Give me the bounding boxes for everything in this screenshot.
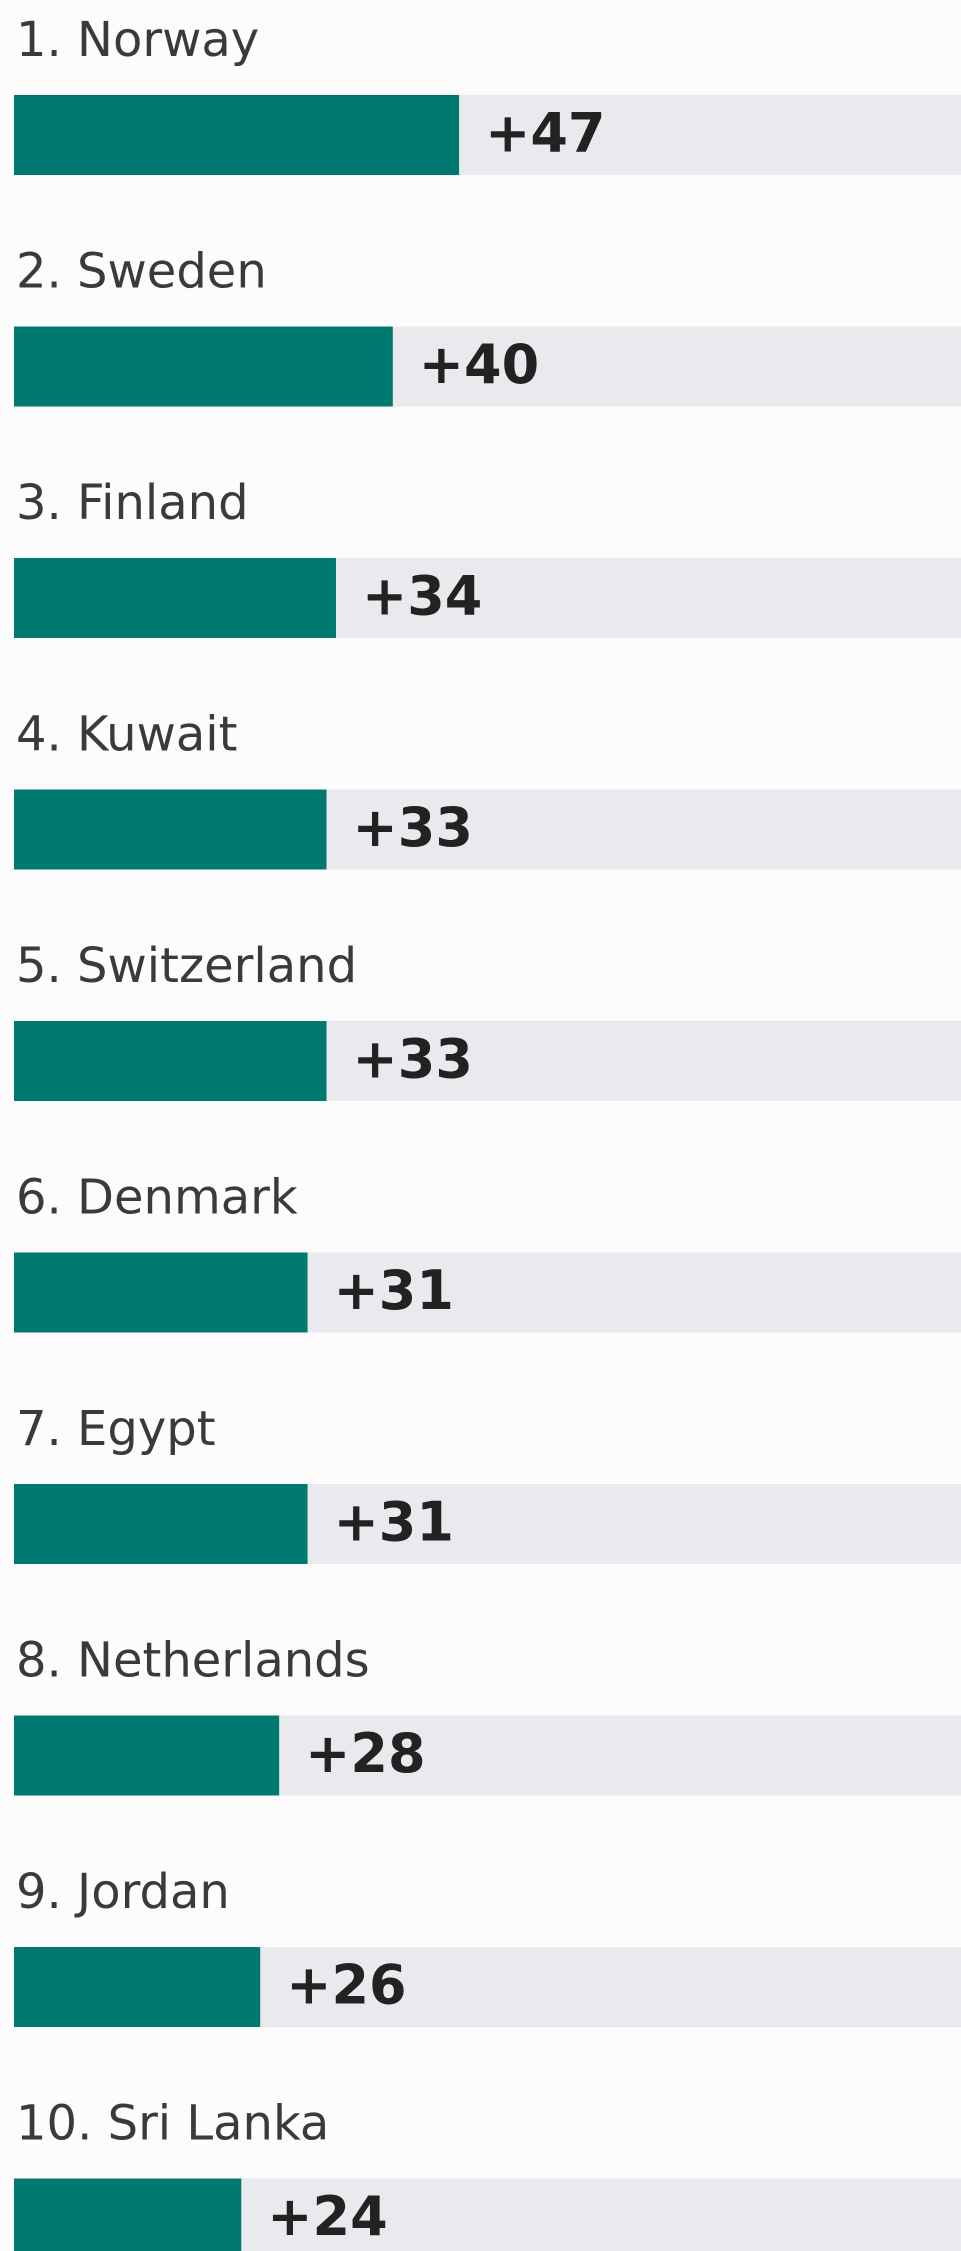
bar [14,1715,280,1796]
category-label: 7. Egypt [16,1401,216,1457]
category-label: 2. Sweden [16,244,267,300]
value-label: +47 [485,102,605,165]
value-label: +33 [353,796,473,859]
value-label: +31 [334,1491,454,1554]
category-label: 1. Norway [16,12,259,68]
bar [14,558,336,638]
value-label: +24 [267,2185,387,2248]
category-label: 5. Switzerland [16,938,357,994]
value-label: +34 [362,565,482,628]
value-label: +40 [419,333,539,396]
bar [14,1252,308,1333]
category-label: 9. Jordan [16,1864,230,1920]
category-label: 4. Kuwait [16,707,237,763]
category-label: 6. Denmark [16,1170,298,1226]
bar [14,1947,261,2027]
bar [14,2178,242,2251]
bar [14,326,393,407]
bar [14,1021,327,1101]
value-label: +28 [305,1722,425,1785]
bar [14,789,327,870]
value-label: +33 [353,1028,473,1091]
bar [14,95,460,175]
category-label: 10. Sri Lanka [16,2096,329,2152]
category-label: 8. Netherlands [16,1633,370,1689]
value-label: +31 [334,1259,454,1322]
value-label: +26 [286,1954,406,2017]
category-label: 3. Finland [16,475,249,531]
bar [14,1484,308,1564]
